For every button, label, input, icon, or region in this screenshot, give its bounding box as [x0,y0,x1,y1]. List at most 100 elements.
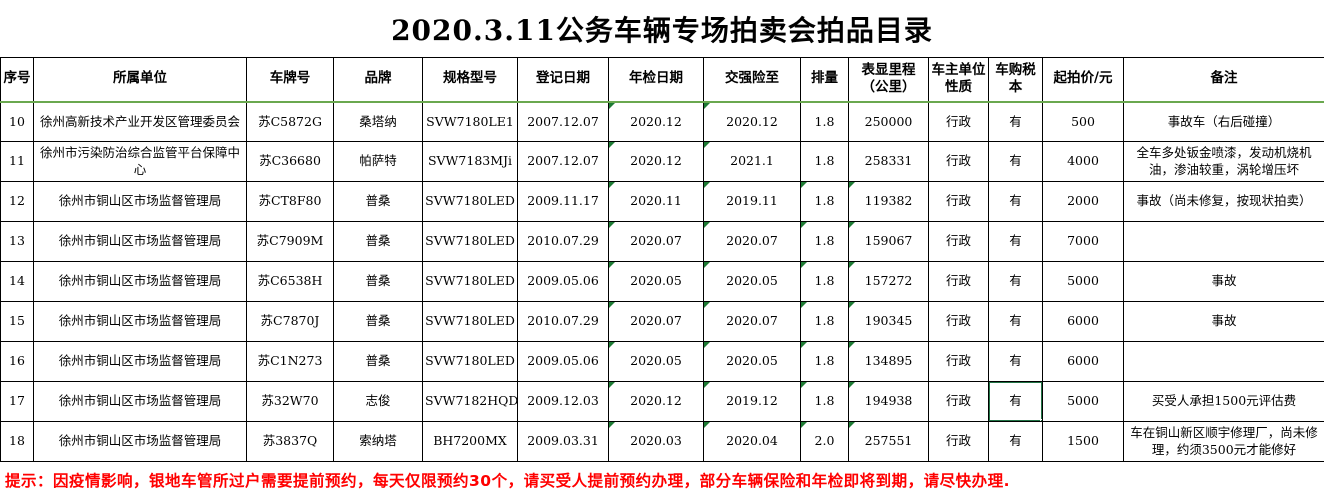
header-cell-displacement[interactable]: 排量 [800,57,849,103]
cell-13-reg-date[interactable]: 2010.07.29 [517,221,609,262]
cell-15-unit[interactable]: 徐州市铜山区市场监督管理局 [33,301,247,342]
cell-18-index[interactable]: 18 [0,421,34,462]
cell-16-model[interactable]: SVW7180LED [422,341,518,382]
cell-14-owner-type[interactable]: 行政 [928,261,989,302]
cell-13-tax-book[interactable]: 有 [988,221,1043,262]
cell-10-start-price[interactable]: 500 [1042,101,1124,142]
cell-13-brand[interactable]: 普桑 [333,221,423,262]
cell-12-insurance-until[interactable]: 2019.11 [703,181,801,222]
cell-16-reg-date[interactable]: 2009.05.06 [517,341,609,382]
cell-14-mileage[interactable]: 157272 [848,261,929,302]
cell-15-owner-type[interactable]: 行政 [928,301,989,342]
cell-18-unit[interactable]: 徐州市铜山区市场监督管理局 [33,421,247,462]
cell-13-displacement[interactable]: 1.8 [800,221,849,262]
cell-16-mileage[interactable]: 134895 [848,341,929,382]
cell-10-inspection-date[interactable]: 2020.12 [608,101,704,142]
cell-12-model[interactable]: SVW7180LED [422,181,518,222]
cell-10-owner-type[interactable]: 行政 [928,101,989,142]
cell-17-unit[interactable]: 徐州市铜山区市场监督管理局 [33,381,247,422]
header-cell-tax-book[interactable]: 车购税本 [988,57,1043,103]
cell-12-inspection-date[interactable]: 2020.11 [608,181,704,222]
cell-17-plate[interactable]: 苏32W70 [246,381,334,422]
cell-10-tax-book[interactable]: 有 [988,101,1043,142]
cell-17-inspection-date[interactable]: 2020.12 [608,381,704,422]
cell-15-plate[interactable]: 苏C7870J [246,301,334,342]
cell-11-plate[interactable]: 苏C36680 [246,141,334,182]
header-cell-unit[interactable]: 所属单位 [33,57,247,103]
header-cell-inspection-date[interactable]: 年检日期 [608,57,704,103]
cell-15-index[interactable]: 15 [0,301,34,342]
cell-11-reg-date[interactable]: 2007.12.07 [517,141,609,182]
cell-18-start-price[interactable]: 1500 [1042,421,1124,462]
cell-14-tax-book[interactable]: 有 [988,261,1043,302]
cell-14-index[interactable]: 14 [0,261,34,302]
cell-16-index[interactable]: 16 [0,341,34,382]
cell-12-mileage[interactable]: 119382 [848,181,929,222]
cell-17-model[interactable]: SVW7182HQD [422,381,518,422]
header-cell-model[interactable]: 规格型号 [422,57,518,103]
header-cell-plate[interactable]: 车牌号 [246,57,334,103]
header-cell-brand[interactable]: 品牌 [333,57,423,103]
cell-14-start-price[interactable]: 5000 [1042,261,1124,302]
cell-17-mileage[interactable]: 194938 [848,381,929,422]
cell-11-inspection-date[interactable]: 2020.12 [608,141,704,182]
cell-15-mileage[interactable]: 190345 [848,301,929,342]
cell-12-unit[interactable]: 徐州市铜山区市场监督管理局 [33,181,247,222]
cell-16-insurance-until[interactable]: 2020.05 [703,341,801,382]
cell-17-tax-book[interactable]: 有 [988,381,1043,422]
cell-17-index[interactable]: 17 [0,381,34,422]
cell-13-model[interactable]: SVW7180LED [422,221,518,262]
cell-13-index[interactable]: 13 [0,221,34,262]
cell-16-brand[interactable]: 普桑 [333,341,423,382]
cell-16-inspection-date[interactable]: 2020.05 [608,341,704,382]
cell-17-start-price[interactable]: 5000 [1042,381,1124,422]
cell-18-remarks[interactable]: 车在铜山新区顺宇修理厂，尚未修理，约须3500元才能修好 [1123,421,1324,462]
cell-16-tax-book[interactable]: 有 [988,341,1043,382]
cell-11-remarks[interactable]: 全车多处钣金喷漆，发动机烧机油，渗油较重，涡轮增压坏 [1123,141,1324,182]
cell-14-brand[interactable]: 普桑 [333,261,423,302]
header-cell-insurance-until[interactable]: 交强险至 [703,57,801,103]
cell-17-insurance-until[interactable]: 2019.12 [703,381,801,422]
cell-14-displacement[interactable]: 1.8 [800,261,849,302]
cell-12-start-price[interactable]: 2000 [1042,181,1124,222]
cell-18-reg-date[interactable]: 2009.03.31 [517,421,609,462]
cell-10-model[interactable]: SVW7180LE1 [422,101,518,142]
cell-11-brand[interactable]: 帕萨特 [333,141,423,182]
cell-11-tax-book[interactable]: 有 [988,141,1043,182]
cell-12-plate[interactable]: 苏CT8F80 [246,181,334,222]
cell-10-plate[interactable]: 苏C5872G [246,101,334,142]
cell-15-brand[interactable]: 普桑 [333,301,423,342]
cell-10-unit[interactable]: 徐州高新技术产业开发区管理委员会 [33,101,247,142]
cell-10-insurance-until[interactable]: 2020.12 [703,101,801,142]
cell-13-plate[interactable]: 苏C7909M [246,221,334,262]
cell-14-inspection-date[interactable]: 2020.05 [608,261,704,302]
cell-15-tax-book[interactable]: 有 [988,301,1043,342]
cell-10-index[interactable]: 10 [0,101,34,142]
cell-16-displacement[interactable]: 1.8 [800,341,849,382]
cell-10-displacement[interactable]: 1.8 [800,101,849,142]
cell-17-owner-type[interactable]: 行政 [928,381,989,422]
cell-17-brand[interactable]: 志俊 [333,381,423,422]
cell-15-start-price[interactable]: 6000 [1042,301,1124,342]
cell-11-index[interactable]: 11 [0,141,34,182]
cell-14-plate[interactable]: 苏C6538H [246,261,334,302]
cell-14-remarks[interactable]: 事故 [1123,261,1324,302]
cell-15-model[interactable]: SVW7180LED [422,301,518,342]
cell-12-index[interactable]: 12 [0,181,34,222]
cell-13-inspection-date[interactable]: 2020.07 [608,221,704,262]
cell-15-displacement[interactable]: 1.8 [800,301,849,342]
cell-12-brand[interactable]: 普桑 [333,181,423,222]
cell-15-insurance-until[interactable]: 2020.07 [703,301,801,342]
cell-16-plate[interactable]: 苏C1N273 [246,341,334,382]
cell-18-insurance-until[interactable]: 2020.04 [703,421,801,462]
cell-12-tax-book[interactable]: 有 [988,181,1043,222]
cell-12-owner-type[interactable]: 行政 [928,181,989,222]
cell-18-model[interactable]: BH7200MX [422,421,518,462]
cell-11-model[interactable]: SVW7183MJi [422,141,518,182]
cell-18-plate[interactable]: 苏3837Q [246,421,334,462]
cell-12-reg-date[interactable]: 2009.11.17 [517,181,609,222]
cell-12-displacement[interactable]: 1.8 [800,181,849,222]
cell-11-unit[interactable]: 徐州市污染防治综合监管平台保障中心 [33,141,247,182]
cell-16-owner-type[interactable]: 行政 [928,341,989,382]
cell-10-brand[interactable]: 桑塔纳 [333,101,423,142]
